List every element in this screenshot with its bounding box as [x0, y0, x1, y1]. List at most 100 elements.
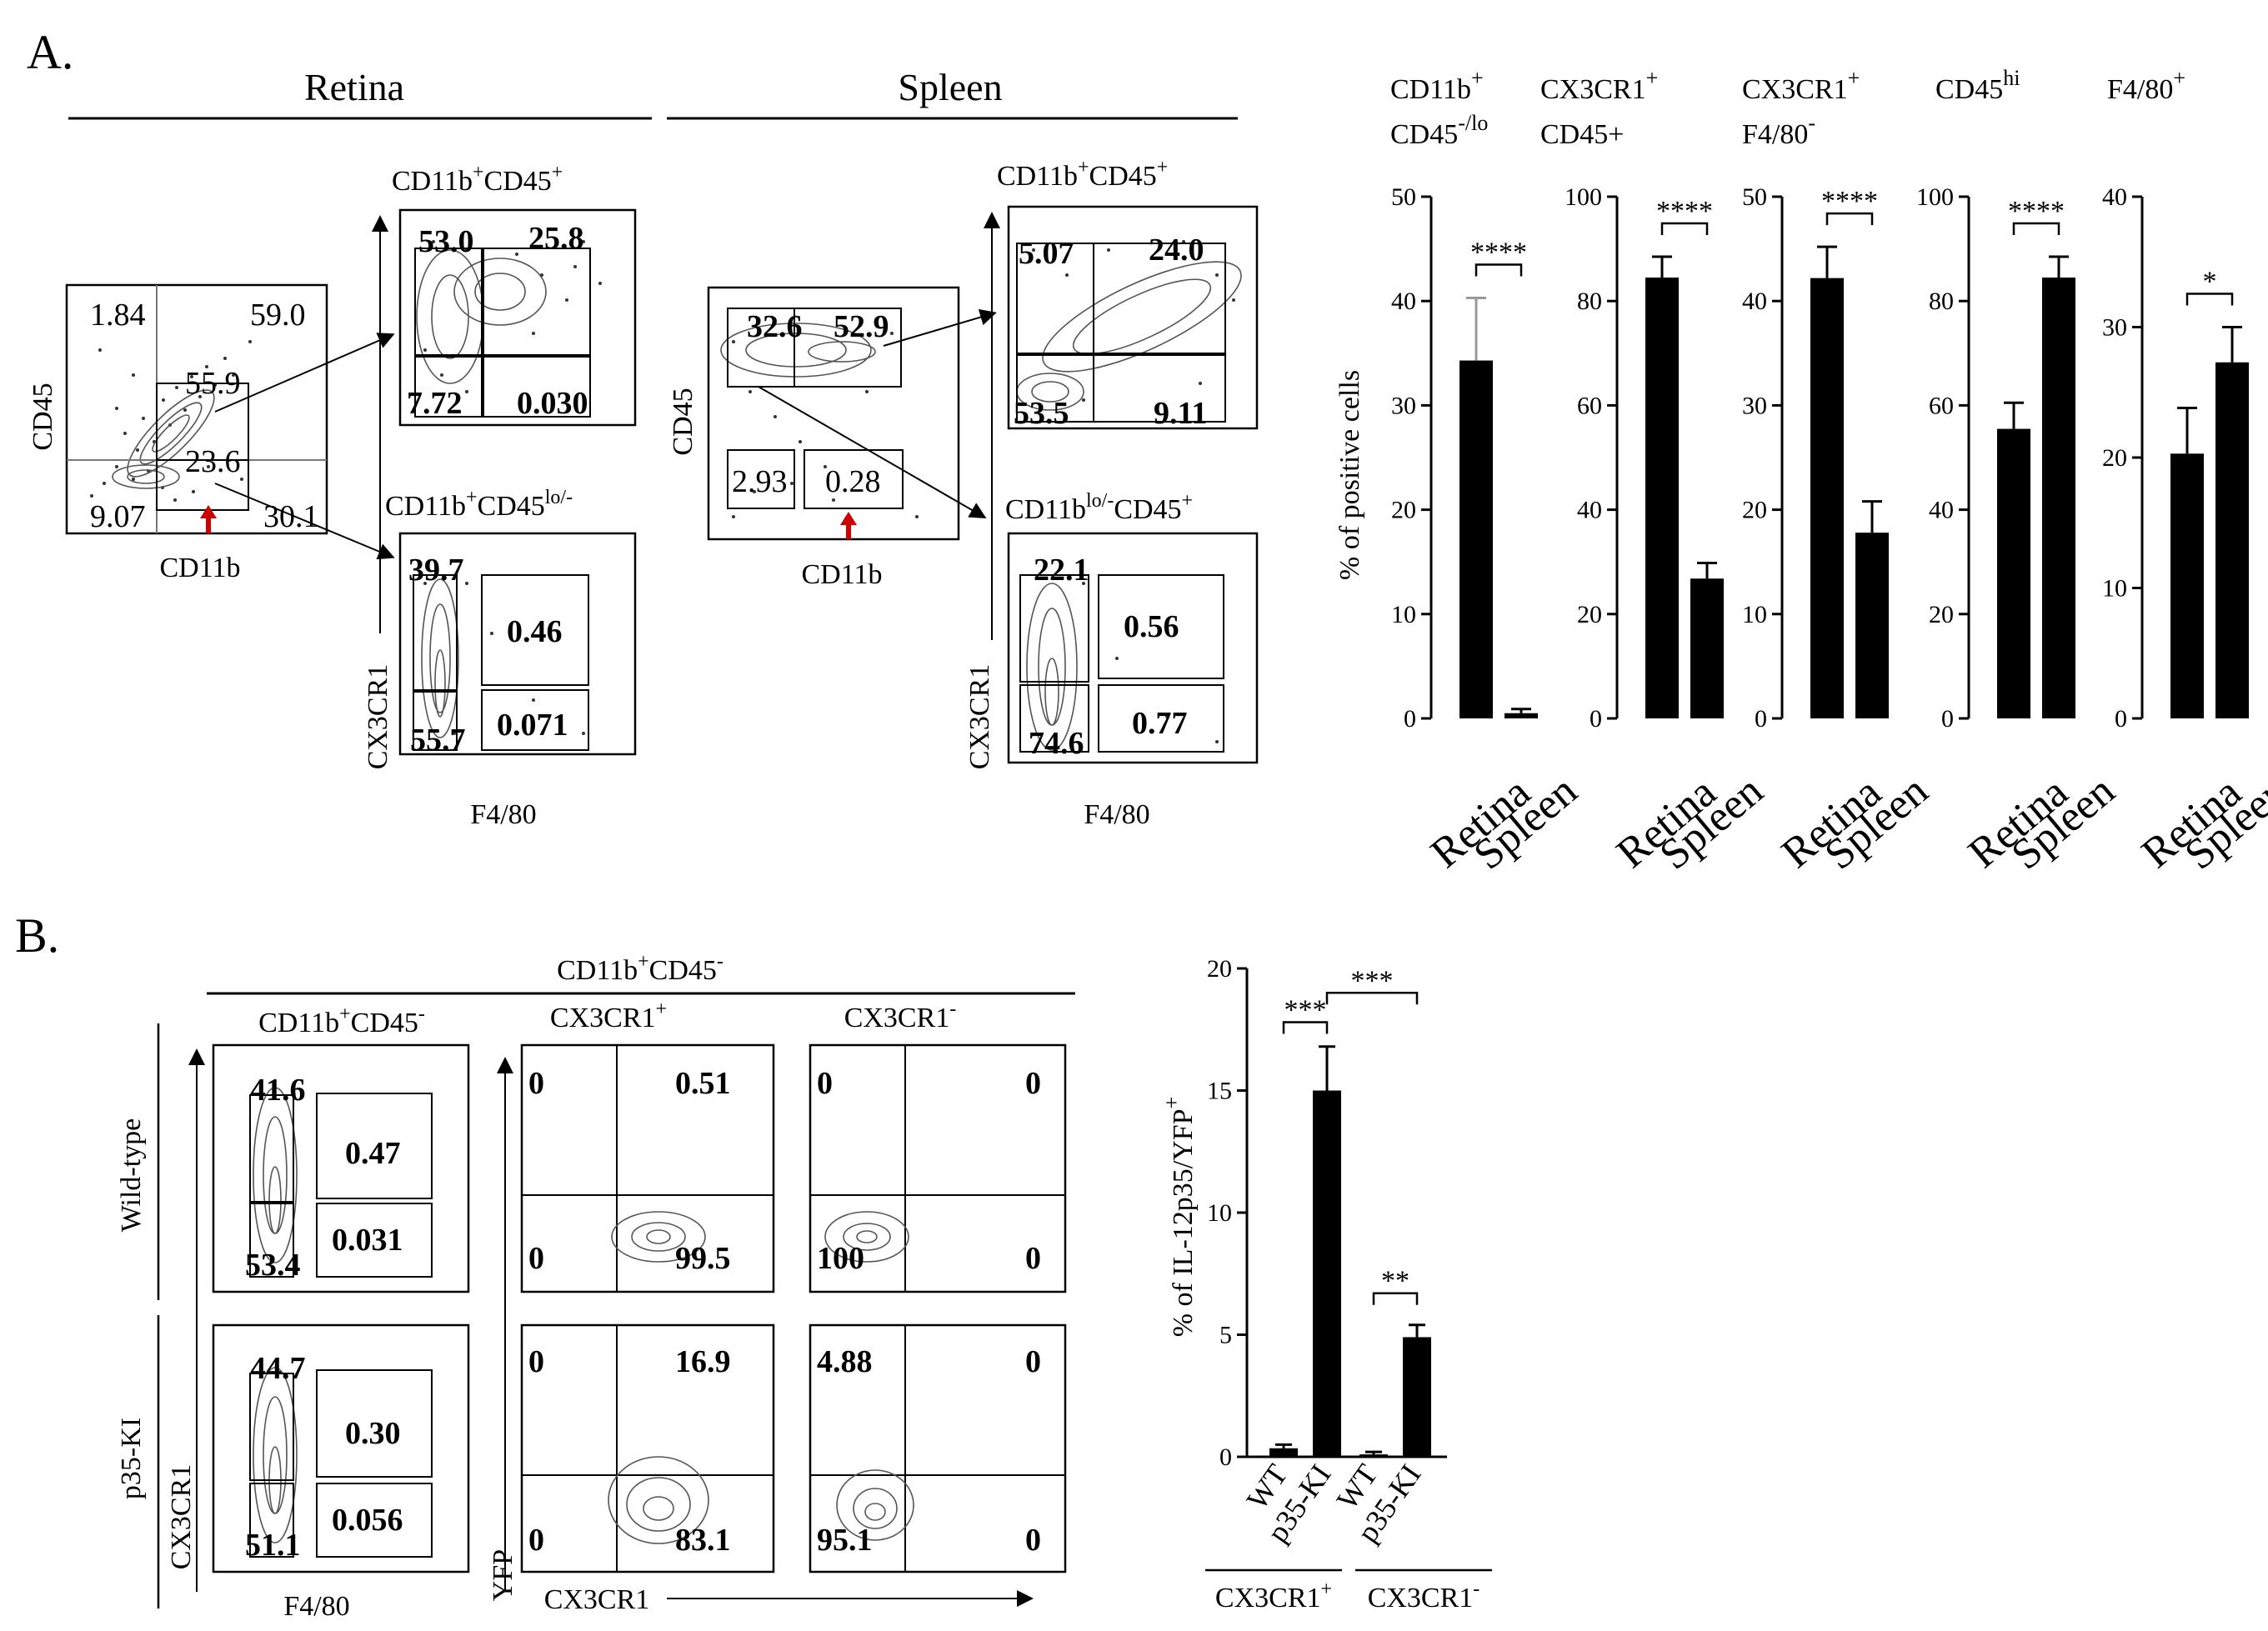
spleen-top-ur: 24.0: [1149, 233, 1204, 268]
retina-top-ul: 53.0: [418, 224, 474, 259]
bar-a1-tick-label: 30: [1391, 392, 1416, 419]
panel-b-col2-title: CX3CR1+: [550, 998, 667, 1033]
b-wt-c1-lr: 0.031: [332, 1223, 403, 1258]
b-ki-c2-ur: 16.9: [675, 1344, 731, 1379]
b-ki-c3-ur: 0: [1025, 1344, 1041, 1379]
retina-q-ul: 1.84: [90, 298, 146, 333]
bar-a2-tick-label: 80: [1577, 288, 1602, 315]
retina-scatter-contours: [112, 389, 215, 489]
spleen-g3: 2.93: [732, 464, 788, 499]
bar-a3-tick-label: 40: [1742, 288, 1767, 315]
bar-a1-tick-label: 10: [1391, 601, 1416, 628]
bar-a1-tick-label: 0: [1404, 705, 1416, 733]
spleen-bottom-ylabel: CX3CR1: [964, 664, 995, 770]
spleen-scatter-xlabel: CD11b: [802, 559, 883, 590]
b-wt-cx3cr1-f480-plot: 41.6 0.47 53.4 0.031: [212, 1043, 470, 1293]
spleen-gate-4: [804, 449, 904, 509]
retina-mid: 55.9: [185, 366, 241, 401]
bar-a1-title-line1: CD11b+: [1390, 66, 1484, 105]
bar-a3-tick-label: 30: [1742, 392, 1767, 419]
bar-a5-sig-label: *: [2203, 267, 2217, 298]
bar-b-tick-label: 5: [1219, 1322, 1232, 1349]
retina-low: 23.6: [185, 444, 241, 479]
bar-a3-spleen: [1855, 533, 1889, 718]
bar-a3-tick-label: 10: [1742, 601, 1767, 628]
b-ki-c1-ul: 44.7: [250, 1351, 306, 1386]
b-wt-yfp-cx3cr1-minus-plot: 0 0 100 0: [809, 1043, 1067, 1293]
b-ki-c3-ul: 4.88: [817, 1344, 873, 1379]
b-ki-c3-lr: 0: [1025, 1523, 1041, 1558]
bar-a4-spleen: [2042, 278, 2075, 718]
bar-a4-retina: [1997, 428, 2030, 718]
bar-a3-title-line2: F4/80-: [1742, 111, 1815, 150]
bar-a1-tick-label: 40: [1391, 288, 1416, 315]
retina-q-ur: 59.0: [250, 298, 306, 333]
bar-a5-title-line1: F4/80+: [2107, 66, 2185, 105]
panel-a-bar-ylabel: % of positive cells: [1334, 370, 1365, 580]
bar-a1-title-line2: CD45-/lo: [1390, 111, 1488, 150]
b-wt-c2-ur: 0.51: [675, 1066, 731, 1101]
bar-b-sig-2-label: ***: [1351, 965, 1394, 996]
retina-bottom-xlabel: F4/80: [470, 799, 536, 830]
bar-a3-tick-label: 0: [1755, 705, 1767, 733]
bar-chart-a1: CD11b+CD45-/lo01020304050RetinaSpleen***…: [1390, 66, 1586, 879]
spleen-bottom-ul: 22.1: [1034, 553, 1089, 588]
b-wt-c1-ur: 0.47: [345, 1136, 401, 1171]
retina-q-lr: 30.1: [263, 499, 319, 534]
bar-a1-sig-bracket: [1474, 263, 1523, 277]
bar-b-tick-label: 15: [1207, 1078, 1232, 1105]
retina-title: Retina: [304, 66, 404, 108]
b-ki-c2-ll: 0: [528, 1523, 544, 1558]
retina-top-ur: 25.8: [528, 221, 584, 256]
panel-a-bar-charts: CD11b+CD45-/lo01020304050RetinaSpleen***…: [1390, 66, 2268, 879]
retina-bottom-ylabel: CX3CR1: [363, 664, 393, 770]
spleen-g2: 52.9: [834, 309, 889, 344]
spleen-g4: 0.28: [825, 464, 881, 499]
bar-b-ylabel: % of IL-12p35/YFP+: [1159, 1097, 1199, 1338]
bar-a2-tick-label: 20: [1577, 601, 1602, 628]
spleen-scatter-ylabel: CD45: [668, 388, 698, 455]
bar-a3-sig-label: ****: [1821, 186, 1878, 217]
bar-a3-sig-bracket: [1825, 212, 1874, 226]
bar-b-bar-4: [1403, 1337, 1431, 1457]
b-wt-c2-lr: 99.5: [675, 1241, 731, 1276]
b-ki-c2-ul: 0: [528, 1344, 544, 1379]
retina-bottom-ll: 55.7: [410, 723, 466, 758]
retina-gate-cd45lo: [156, 459, 249, 511]
bar-b-tick-label: 10: [1207, 1199, 1232, 1227]
bar-b-group2-label: CX3CR1-: [1368, 1578, 1480, 1613]
bar-a5-tick-label: 0: [2115, 705, 2127, 733]
b-ki-yfp-cx3cr1-minus-plot: 4.88 0 95.1 0: [809, 1323, 1067, 1573]
bar-a2-tick-label: 60: [1577, 392, 1602, 419]
retina-arrow-bottom: [214, 483, 395, 560]
spleen-arrow-top: [883, 308, 997, 347]
b-ki-cx3cr1-f480-plot: 44.7 0.30 51.1 0.056: [212, 1323, 470, 1573]
b-wt-yfp-cx3cr1-plus-plot: 0 0.51 0 99.5: [520, 1043, 775, 1293]
spleen-gate-3: [727, 449, 795, 509]
spleen-top-title: CD11b+CD45+: [997, 157, 1168, 192]
b-wt-c3-ur: 0: [1025, 1066, 1041, 1101]
spleen-bottom-xlabel: F4/80: [1084, 799, 1149, 830]
spleen-bottom-ll: 74.6: [1029, 726, 1084, 761]
bar-a2-title-line2: CD45+: [1540, 119, 1624, 150]
b-wt-c3-ll: 100: [817, 1241, 864, 1276]
spleen-bottom-ur: 0.56: [1124, 609, 1179, 644]
b-ki-yfp-cx3cr1-plus-plot: 0 16.9 0 83.1: [520, 1323, 775, 1573]
b-wt-c1-ul: 41.6: [250, 1073, 306, 1108]
row-ki-label: p35-KI: [116, 1418, 147, 1499]
retina-top-lr: 0.030: [517, 386, 588, 421]
bar-a2-spleen: [1690, 578, 1724, 718]
bar-a5-retina: [2170, 453, 2204, 718]
retina-scatter-xlabel: CD11b: [160, 553, 241, 583]
panel-b-label: B.: [15, 908, 59, 963]
bar-a5-tick-label: 10: [2102, 575, 2127, 603]
b-ki-c1-lr: 0.056: [332, 1503, 403, 1538]
bar-b-sig-1: [1282, 1021, 1329, 1034]
bar-a4-title-line1: CD45hi: [1935, 66, 2020, 105]
bar-a5-sig-bracket: [2185, 293, 2234, 306]
bar-b-tick-label: 20: [1207, 955, 1232, 983]
bar-a1-tick-label: 50: [1391, 183, 1416, 211]
